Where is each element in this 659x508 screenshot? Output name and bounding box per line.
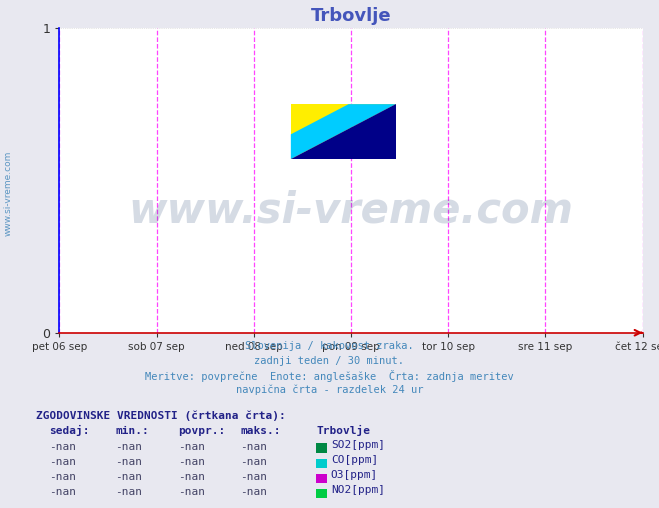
Text: -nan: -nan xyxy=(241,441,267,452)
Text: -nan: -nan xyxy=(115,472,142,482)
Polygon shape xyxy=(291,104,396,159)
Text: Slovenija / kakovost zraka.: Slovenija / kakovost zraka. xyxy=(245,341,414,352)
Text: navpična črta - razdelek 24 ur: navpična črta - razdelek 24 ur xyxy=(236,384,423,395)
Text: O3[ppm]: O3[ppm] xyxy=(331,470,378,480)
Text: NO2[ppm]: NO2[ppm] xyxy=(331,485,385,495)
Text: SO2[ppm]: SO2[ppm] xyxy=(331,439,385,450)
Text: -nan: -nan xyxy=(49,487,76,497)
Text: www.si-vreme.com: www.si-vreme.com xyxy=(129,190,573,232)
Text: CO[ppm]: CO[ppm] xyxy=(331,455,378,465)
Text: Trbovlje: Trbovlje xyxy=(316,425,370,436)
Text: -nan: -nan xyxy=(178,487,204,497)
Text: -nan: -nan xyxy=(241,487,267,497)
Text: min.:: min.: xyxy=(115,426,149,436)
Text: -nan: -nan xyxy=(115,457,142,467)
Text: -nan: -nan xyxy=(115,441,142,452)
Text: povpr.:: povpr.: xyxy=(178,426,225,436)
Polygon shape xyxy=(291,104,396,159)
Text: www.si-vreme.com: www.si-vreme.com xyxy=(3,150,13,236)
Text: -nan: -nan xyxy=(115,487,142,497)
Text: -nan: -nan xyxy=(49,441,76,452)
Text: -nan: -nan xyxy=(49,472,76,482)
Text: -nan: -nan xyxy=(49,457,76,467)
Text: sedaj:: sedaj: xyxy=(49,425,90,436)
Text: -nan: -nan xyxy=(178,457,204,467)
Text: -nan: -nan xyxy=(178,472,204,482)
Text: -nan: -nan xyxy=(241,457,267,467)
Text: maks.:: maks.: xyxy=(241,426,281,436)
Text: -nan: -nan xyxy=(241,472,267,482)
Polygon shape xyxy=(291,104,396,159)
Text: Meritve: povprečne  Enote: anglešaške  Črta: zadnja meritev: Meritve: povprečne Enote: anglešaške Črt… xyxy=(145,370,514,382)
Text: -nan: -nan xyxy=(178,441,204,452)
Text: ZGODOVINSKE VREDNOSTI (črtkana črta):: ZGODOVINSKE VREDNOSTI (črtkana črta): xyxy=(36,410,286,421)
Title: Trbovlje: Trbovlje xyxy=(310,7,391,25)
Text: zadnji teden / 30 minut.: zadnji teden / 30 minut. xyxy=(254,356,405,366)
